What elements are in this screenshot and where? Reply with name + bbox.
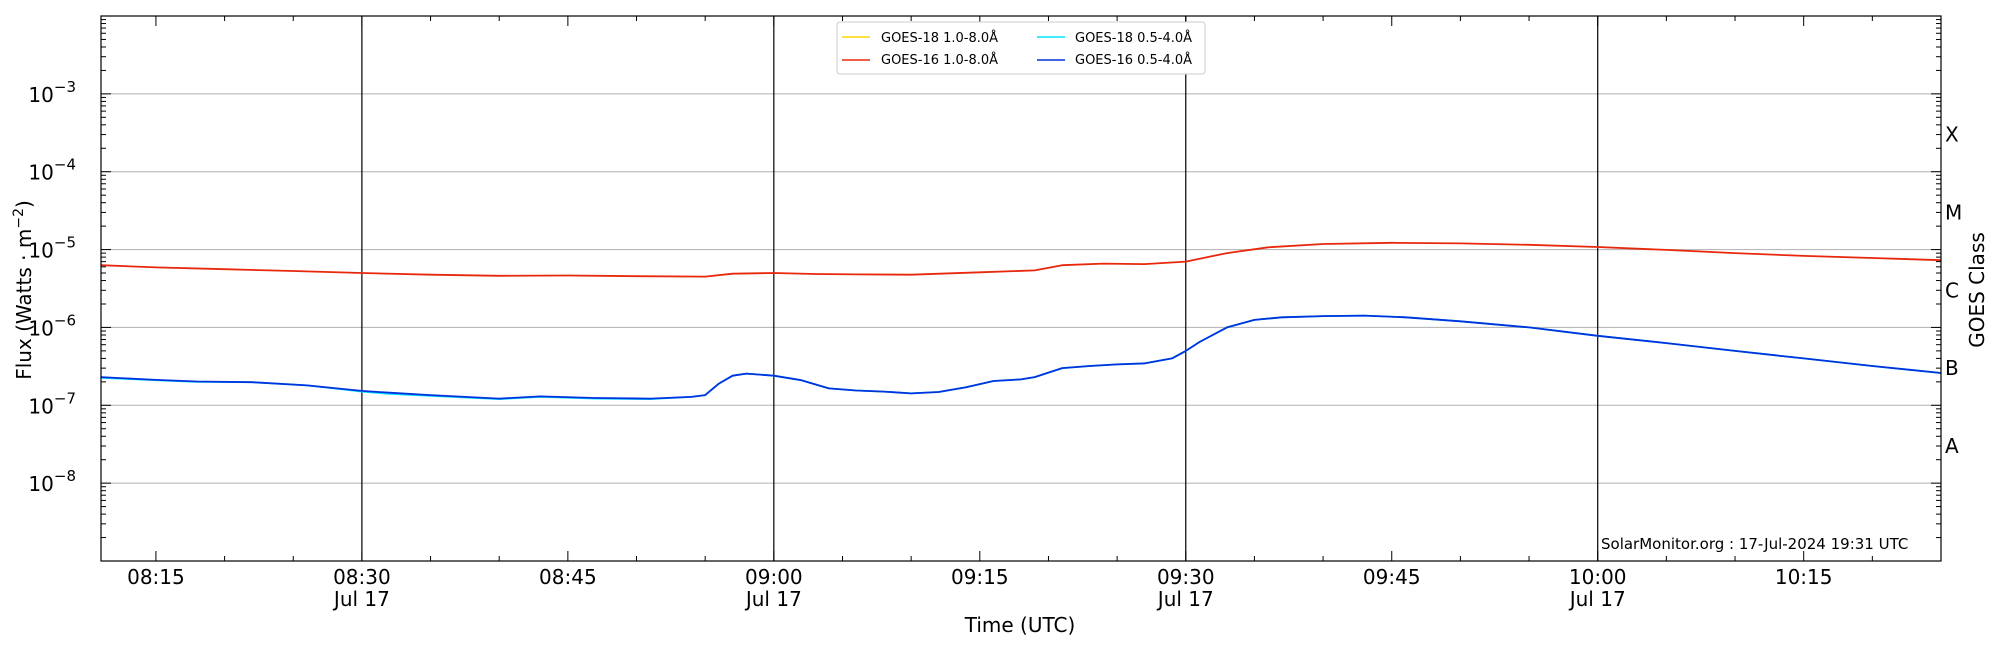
legend-label-goes16-long: GOES-16 1.0-8.0Å	[881, 52, 998, 68]
x-tick-label: 09:15	[951, 565, 1009, 589]
frame-layer	[100, 15, 1942, 562]
legend-label-goes16-short: GOES-16 0.5-4.0Å	[1075, 52, 1192, 68]
x-tick-date-label: Jul 17	[744, 587, 802, 611]
x-tick-label: 10:15	[1775, 565, 1833, 589]
y-tick-label: 10−6	[28, 311, 76, 340]
goes-class-label: M	[1945, 200, 1962, 224]
y-axis-title: Flux (Watts · m−2)	[11, 200, 36, 380]
goes-class-label: X	[1945, 123, 1959, 147]
y-tick-label: 10−7	[28, 389, 76, 418]
grid-layer	[101, 16, 1941, 561]
legend-label-goes18-long: GOES-18 1.0-8.0Å	[881, 30, 998, 46]
x-tick-label: 10:00	[1569, 565, 1627, 589]
y-tick-label: 10−8	[28, 467, 76, 496]
y-tick-label: 10−5	[28, 234, 76, 263]
x-tick-label: 09:00	[745, 565, 803, 589]
series-line	[100, 314, 1942, 400]
goes-class-label: A	[1945, 434, 1959, 458]
x-tick-label: 08:15	[127, 565, 185, 589]
y-tick-label: 10−3	[28, 78, 76, 107]
goes-class-label: B	[1945, 356, 1959, 380]
credit-text: SolarMonitor.org : 17-Jul-2024 19:31 UTC	[1601, 535, 1908, 553]
legend: GOES-18 1.0-8.0Å GOES-18 0.5-4.0Å GOES-1…	[836, 21, 1206, 75]
goes-class-label: C	[1945, 278, 1959, 302]
x-tick-label: 08:45	[539, 565, 597, 589]
x-tick-label: 08:30	[333, 565, 391, 589]
x-tick-date-label: Jul 17	[1568, 587, 1626, 611]
ticks-layer	[101, 16, 1942, 562]
plot-frame	[100, 15, 1942, 562]
x-tick-date-label: Jul 17	[1156, 587, 1214, 611]
legend-label-goes18-short: GOES-18 0.5-4.0Å	[1075, 30, 1192, 46]
series-line	[100, 241, 1942, 278]
series-layer	[100, 241, 1942, 401]
x-tick-date-label: Jul 17	[332, 587, 390, 611]
x-tick-label: 09:45	[1363, 565, 1421, 589]
right-axis-title: GOES Class	[1965, 232, 1989, 348]
x-axis-title: Time (UTC)	[964, 613, 1076, 637]
x-tick-label: 09:30	[1157, 565, 1215, 589]
y-tick-label: 10−4	[28, 156, 76, 185]
legend-box	[836, 21, 1206, 75]
